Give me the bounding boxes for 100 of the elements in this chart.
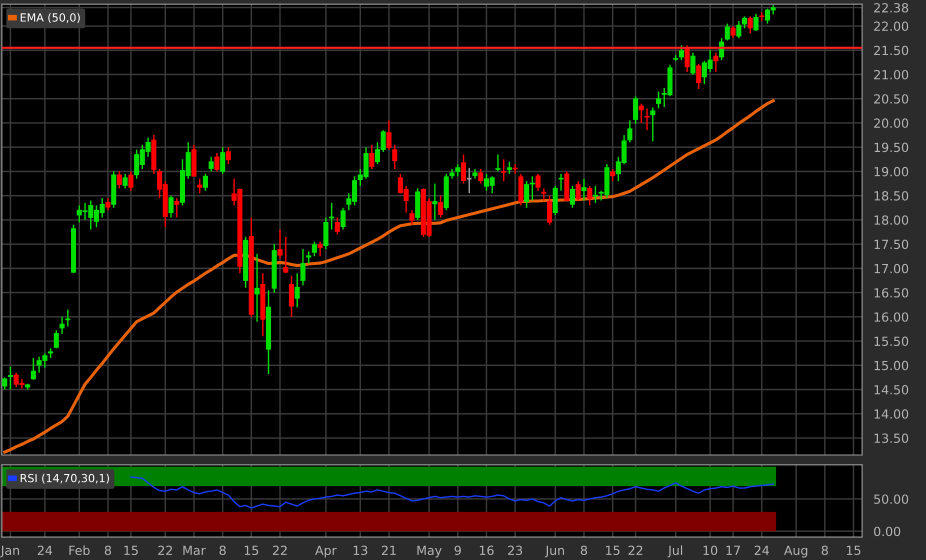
y-tick-label: 20.50 <box>874 94 908 104</box>
candlestick <box>105 197 110 211</box>
y-tick-label: 18.50 <box>874 191 908 201</box>
candlestick <box>684 44 690 73</box>
candlestick <box>386 120 392 150</box>
x-tick-label: 21 <box>382 546 396 555</box>
candlestick <box>323 216 328 250</box>
candlestick <box>512 163 518 175</box>
x-tick-label: 22 <box>628 546 642 555</box>
y-tick-label: 21.00 <box>874 70 908 80</box>
candlestick <box>627 120 632 144</box>
candlestick <box>202 173 208 192</box>
candlestick <box>438 194 444 218</box>
candlestick <box>570 185 576 208</box>
candlestick <box>450 168 455 180</box>
y-tick-label: 13.50 <box>874 434 908 443</box>
y-tick-label: 0.00 <box>874 526 900 536</box>
candlestick <box>730 25 736 39</box>
candlestick <box>197 178 202 194</box>
x-tick-label: 16 <box>480 546 494 556</box>
x-tick-label: Aug <box>784 546 808 558</box>
y-tick-label: 15.00 <box>874 360 908 370</box>
y-tick-label: 19.50 <box>874 142 908 152</box>
x-tick-label: 8 <box>580 546 588 556</box>
x-tick-label: Apr <box>315 546 337 558</box>
x-tick-label: 10 <box>704 546 718 556</box>
candlestick <box>742 16 748 30</box>
x-tick-label: 9 <box>454 546 461 556</box>
candlestick <box>472 168 478 180</box>
candlestick <box>536 173 541 192</box>
x-tick-label: 22 <box>272 546 287 555</box>
x-tick-label: 17 <box>726 546 740 555</box>
y-tick-label: 50.00 <box>874 494 908 504</box>
candlestick <box>656 90 662 110</box>
x-tick-label: Jan <box>0 546 20 558</box>
x-tick-label: Jul <box>668 545 682 558</box>
x-tick-label: Jun <box>544 546 564 558</box>
line-series <box>3 99 775 454</box>
candlestick <box>369 144 374 170</box>
candlestick <box>392 144 398 170</box>
candlestick <box>409 210 414 226</box>
y-tick-label: 20.00 <box>874 118 908 128</box>
candlestick <box>329 202 334 230</box>
y-tick-label: 19.00 <box>874 166 908 176</box>
candlestick <box>610 168 616 182</box>
x-tick-label: 15 <box>606 546 620 556</box>
x-tick-label: 13 <box>354 546 368 556</box>
candlestick <box>168 194 174 218</box>
y-tick-label: 17.00 <box>874 264 908 274</box>
candlestick <box>254 253 260 322</box>
candlestick <box>638 102 644 124</box>
candlestick <box>748 16 753 34</box>
candlestick <box>581 178 586 202</box>
candlestick <box>283 236 288 274</box>
candlestick <box>495 154 500 172</box>
candlestick <box>753 13 759 32</box>
candlestick <box>501 158 506 182</box>
x-tick-label: 8 <box>822 546 828 556</box>
candlestick <box>306 250 312 264</box>
candlestick <box>724 22 730 42</box>
candlestick <box>644 108 650 131</box>
x-tick-label: Feb <box>69 545 90 556</box>
y-tick-label: 14.50 <box>874 385 908 394</box>
candlestick <box>587 185 592 206</box>
candlestick <box>558 173 564 192</box>
candlestick <box>174 197 180 218</box>
candlestick <box>334 216 340 236</box>
x-tick-label: Mar <box>183 546 206 556</box>
candlestick <box>116 170 122 190</box>
x-tick-label: 22 <box>158 546 172 555</box>
candlestick <box>736 20 742 39</box>
candlestick <box>340 207 346 230</box>
y-tick-label: 15.50 <box>874 336 908 346</box>
candlestick <box>54 330 59 350</box>
candlestick <box>48 348 54 359</box>
candlestick <box>455 163 460 177</box>
candlestick <box>288 274 294 318</box>
candlestick <box>690 52 696 76</box>
candlestick <box>2 376 8 390</box>
candlestick <box>312 241 317 257</box>
x-tick-label: 8 <box>104 546 112 556</box>
candlestick <box>214 152 220 172</box>
candlestick <box>576 180 581 202</box>
x-tick-label: May <box>417 546 442 558</box>
candlestick <box>220 146 226 175</box>
candlestick <box>294 272 300 308</box>
y-tick-label: 14.00 <box>874 409 908 419</box>
candlestick <box>541 188 546 202</box>
line-series <box>130 476 774 509</box>
x-tick-label: 15 <box>244 546 258 556</box>
candlestick <box>460 154 466 184</box>
x-tick-label: 8 <box>220 546 226 556</box>
candlestick <box>432 182 438 221</box>
candlestick <box>122 173 128 190</box>
x-tick-label: 15 <box>124 546 138 556</box>
legend-label: EMA (50,0) <box>20 13 80 23</box>
legend-label: RSI (14,70,30,1) <box>20 474 110 484</box>
x-tick-label: 24 <box>38 546 52 555</box>
candlestick <box>713 52 718 73</box>
candlestick <box>128 170 134 192</box>
